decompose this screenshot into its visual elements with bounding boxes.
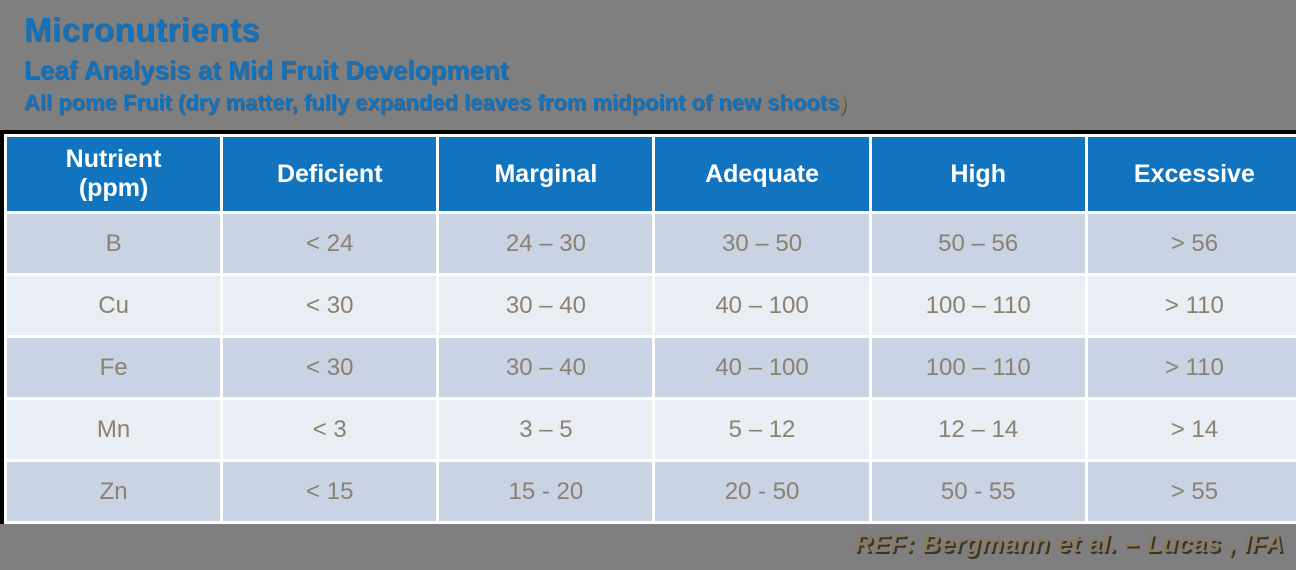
title-block: Micronutrients Leaf Analysis at Mid Frui… bbox=[24, 11, 1286, 114]
page-subtitle-detail: All pome Fruit (dry matter, fully expand… bbox=[24, 91, 1286, 114]
col-header-deficient: Deficient bbox=[223, 137, 437, 211]
cell-high: 12 – 14 bbox=[871, 400, 1085, 459]
table-row-copper: Cu < 30 30 – 40 40 – 100 100 – 110 > 110 bbox=[7, 276, 1296, 335]
cell-marginal: 24 – 30 bbox=[439, 214, 653, 273]
col-header-adequate: Adequate bbox=[655, 137, 869, 211]
cell-high: 50 – 56 bbox=[871, 214, 1085, 273]
cell-deficient: < 30 bbox=[223, 276, 437, 335]
cell-marginal: 30 – 40 bbox=[439, 338, 653, 397]
cell-excessive: > 55 bbox=[1087, 462, 1296, 521]
cell-excessive: > 14 bbox=[1087, 400, 1296, 459]
cell-marginal: 3 – 5 bbox=[439, 400, 653, 459]
table-row-manganese: Mn < 3 3 – 5 5 – 12 12 – 14 > 14 bbox=[7, 400, 1296, 459]
cell-adequate: 20 - 50 bbox=[655, 462, 869, 521]
col-header-nutrient-line1: Nutrient bbox=[65, 145, 162, 174]
cell-adequate: 30 – 50 bbox=[655, 214, 869, 273]
cell-nutrient: B bbox=[7, 214, 221, 273]
page-subtitle: Leaf Analysis at Mid Fruit Development bbox=[24, 55, 509, 86]
col-header-nutrient-line2: (ppm) bbox=[78, 174, 149, 202]
col-header-marginal: Marginal bbox=[439, 137, 653, 211]
cell-marginal: 15 - 20 bbox=[439, 462, 653, 521]
cell-nutrient: Fe bbox=[7, 338, 221, 397]
cell-nutrient: Mn bbox=[7, 400, 221, 459]
table-row-boron: B < 24 24 – 30 30 – 50 50 – 56 > 56 bbox=[7, 214, 1296, 273]
cell-high: 100 – 110 bbox=[871, 338, 1085, 397]
cell-adequate: 40 – 100 bbox=[655, 338, 869, 397]
col-header-nutrient-ppm: Nutrient (ppm) bbox=[7, 137, 221, 211]
table-row-zinc: Zn < 15 15 - 20 20 - 50 50 - 55 > 55 bbox=[7, 462, 1296, 521]
cell-excessive: > 110 bbox=[1087, 276, 1296, 335]
reference-text: REF: Bergmann et al. – Lucas , IFA bbox=[854, 530, 1284, 558]
col-header-high: High bbox=[871, 137, 1085, 211]
nutrient-table-frame: Nutrient (ppm) Deficient Marginal Adequat… bbox=[0, 130, 1296, 524]
cell-adequate: 40 – 100 bbox=[655, 276, 869, 335]
col-header-excessive: Excessive bbox=[1087, 137, 1296, 211]
cell-excessive: > 110 bbox=[1087, 338, 1296, 397]
cell-deficient: < 30 bbox=[223, 338, 437, 397]
table-header-row: Nutrient (ppm) Deficient Marginal Adequat… bbox=[7, 137, 1296, 211]
page-title: Micronutrients bbox=[24, 11, 261, 48]
cell-marginal: 30 – 40 bbox=[439, 276, 653, 335]
cell-deficient: < 24 bbox=[223, 214, 437, 273]
cell-deficient: < 15 bbox=[223, 462, 437, 521]
cell-deficient: < 3 bbox=[223, 400, 437, 459]
cell-nutrient: Zn bbox=[7, 462, 221, 521]
cell-high: 100 – 110 bbox=[871, 276, 1085, 335]
table-row-iron: Fe < 30 30 – 40 40 – 100 100 – 110 > 110 bbox=[7, 338, 1296, 397]
cell-high: 50 - 55 bbox=[871, 462, 1085, 521]
cell-excessive: > 56 bbox=[1087, 214, 1296, 273]
subtitle-detail-paren: ) bbox=[839, 89, 847, 115]
nutrient-table: Nutrient (ppm) Deficient Marginal Adequat… bbox=[4, 134, 1296, 524]
cell-adequate: 5 – 12 bbox=[655, 400, 869, 459]
cell-nutrient: Cu bbox=[7, 276, 221, 335]
subtitle-detail-text: All pome Fruit (dry matter, fully expand… bbox=[24, 89, 840, 115]
